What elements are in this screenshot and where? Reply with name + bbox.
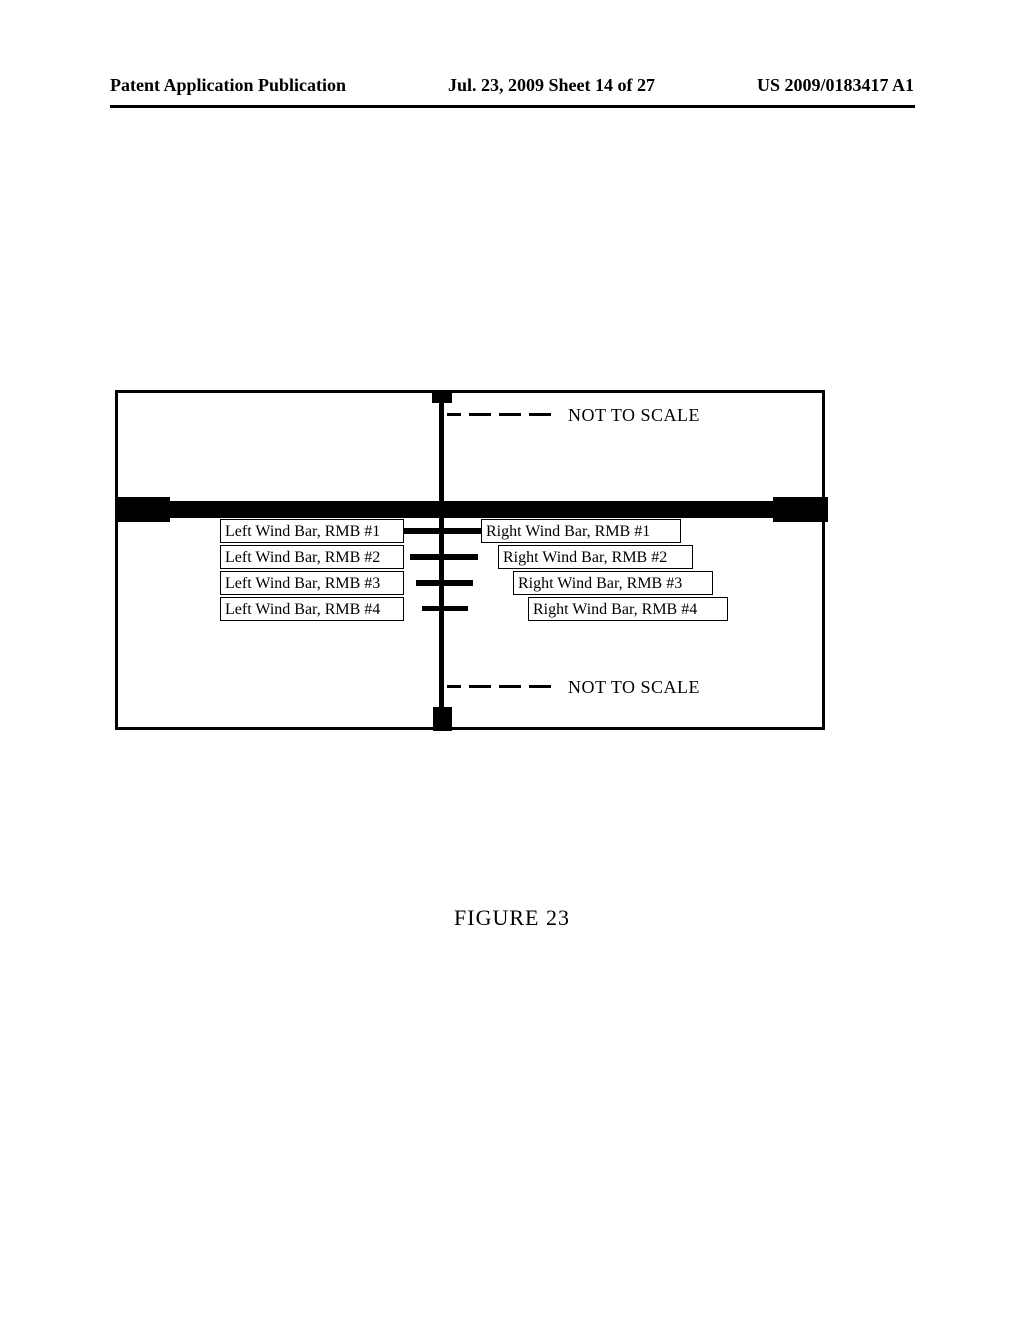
wind-bar-right-2 (443, 554, 478, 560)
wind-bar-right-1 (443, 528, 483, 534)
vertical-stadia-lower (439, 518, 444, 708)
label-left-2: Left Wind Bar, RMB #2 (220, 545, 404, 569)
label-left-3: Left Wind Bar, RMB #3 (220, 571, 404, 595)
not-to-scale-bottom: NOT TO SCALE (568, 677, 700, 698)
header-right: US 2009/0183417 A1 (757, 75, 914, 96)
wind-bar-right-4 (443, 606, 468, 611)
figure-caption: FIGURE 23 (0, 905, 1024, 931)
label-right-1: Right Wind Bar, RMB #1 (481, 519, 681, 543)
bottom-post (433, 707, 452, 731)
top-cut-dashes (447, 413, 551, 416)
wind-bar-left-2 (410, 554, 440, 560)
header-left: Patent Application Publication (110, 75, 346, 96)
vertical-stadia-upper (439, 403, 444, 505)
label-left-4: Left Wind Bar, RMB #4 (220, 597, 404, 621)
header-center: Jul. 23, 2009 Sheet 14 of 27 (448, 75, 655, 96)
reticle-diagram: NOT TO SCALE Left Wind Bar, RMB #1 Left … (115, 390, 825, 730)
main-crossbar (115, 501, 828, 518)
wind-bar-right-3 (443, 580, 473, 586)
label-right-4: Right Wind Bar, RMB #4 (528, 597, 728, 621)
wind-bar-left-4 (422, 606, 440, 611)
header-rule (110, 105, 915, 108)
top-post (432, 390, 452, 403)
label-left-1: Left Wind Bar, RMB #1 (220, 519, 404, 543)
label-right-2: Right Wind Bar, RMB #2 (498, 545, 693, 569)
not-to-scale-top: NOT TO SCALE (568, 405, 700, 426)
wind-bar-left-3 (416, 580, 440, 586)
wind-bar-left-1 (402, 528, 440, 534)
right-endcap (773, 497, 828, 522)
left-endcap (115, 497, 170, 522)
bottom-cut-dashes (447, 685, 551, 688)
page-header: Patent Application Publication Jul. 23, … (0, 75, 1024, 96)
label-right-3: Right Wind Bar, RMB #3 (513, 571, 713, 595)
